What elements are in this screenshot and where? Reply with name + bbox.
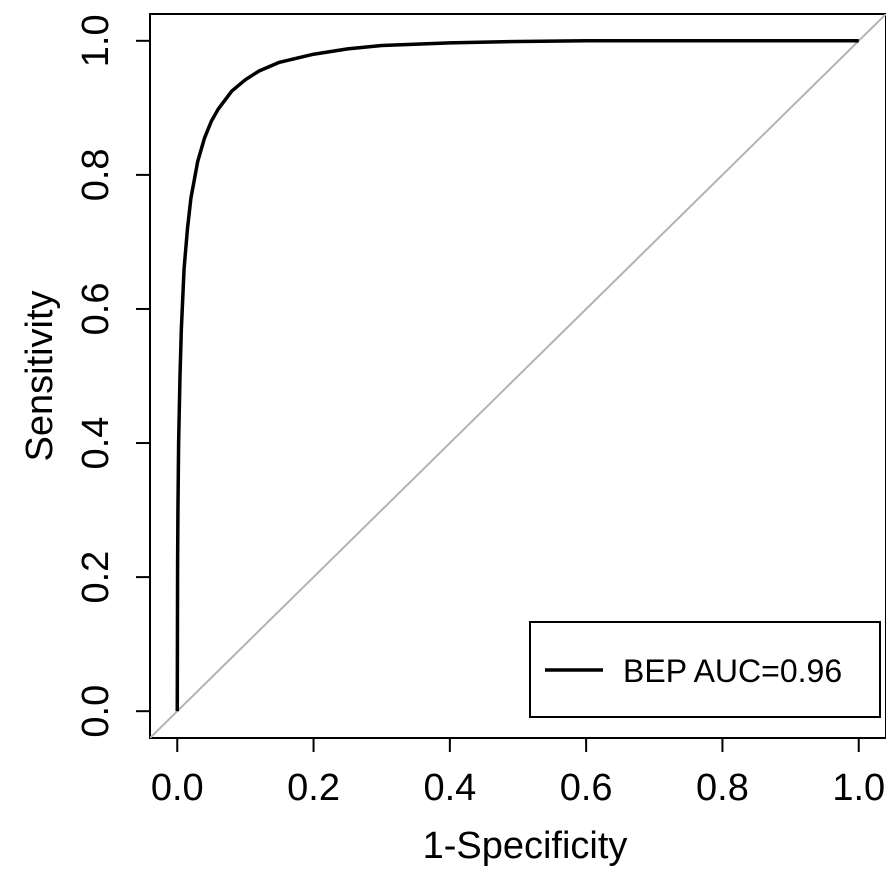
x-axis-title: 1-Specificity [423,825,628,867]
y-tick-label: 0.2 [75,551,117,604]
roc-curve-line [175,39,859,712]
x-tick-label: 0.6 [560,767,613,809]
reference-diagonal-line [150,14,886,738]
x-tick-label: 0.0 [151,767,204,809]
x-tick-label: 0.8 [696,767,749,809]
y-tick-label: 0.0 [75,685,117,738]
legend-label: BEP AUC=0.96 [623,653,842,689]
y-tick-label: 0.4 [75,417,117,470]
y-tick-label: 0.6 [75,283,117,336]
y-tick-label: 0.8 [75,148,117,201]
x-tick-label: 0.4 [423,767,476,809]
y-axis-title: Sensitivity [19,290,61,461]
y-axis: 0.0 0.2 0.4 0.6 0.8 1.0 [75,14,151,738]
x-tick-label: 0.2 [287,767,340,809]
x-tick-label: 1.0 [832,767,885,809]
legend: BEP AUC=0.96 [529,621,881,718]
series-layer [150,14,886,738]
y-tick-label: 1.0 [75,14,117,67]
x-axis: 0.0 0.2 0.4 0.6 0.8 1.0 [151,737,885,809]
